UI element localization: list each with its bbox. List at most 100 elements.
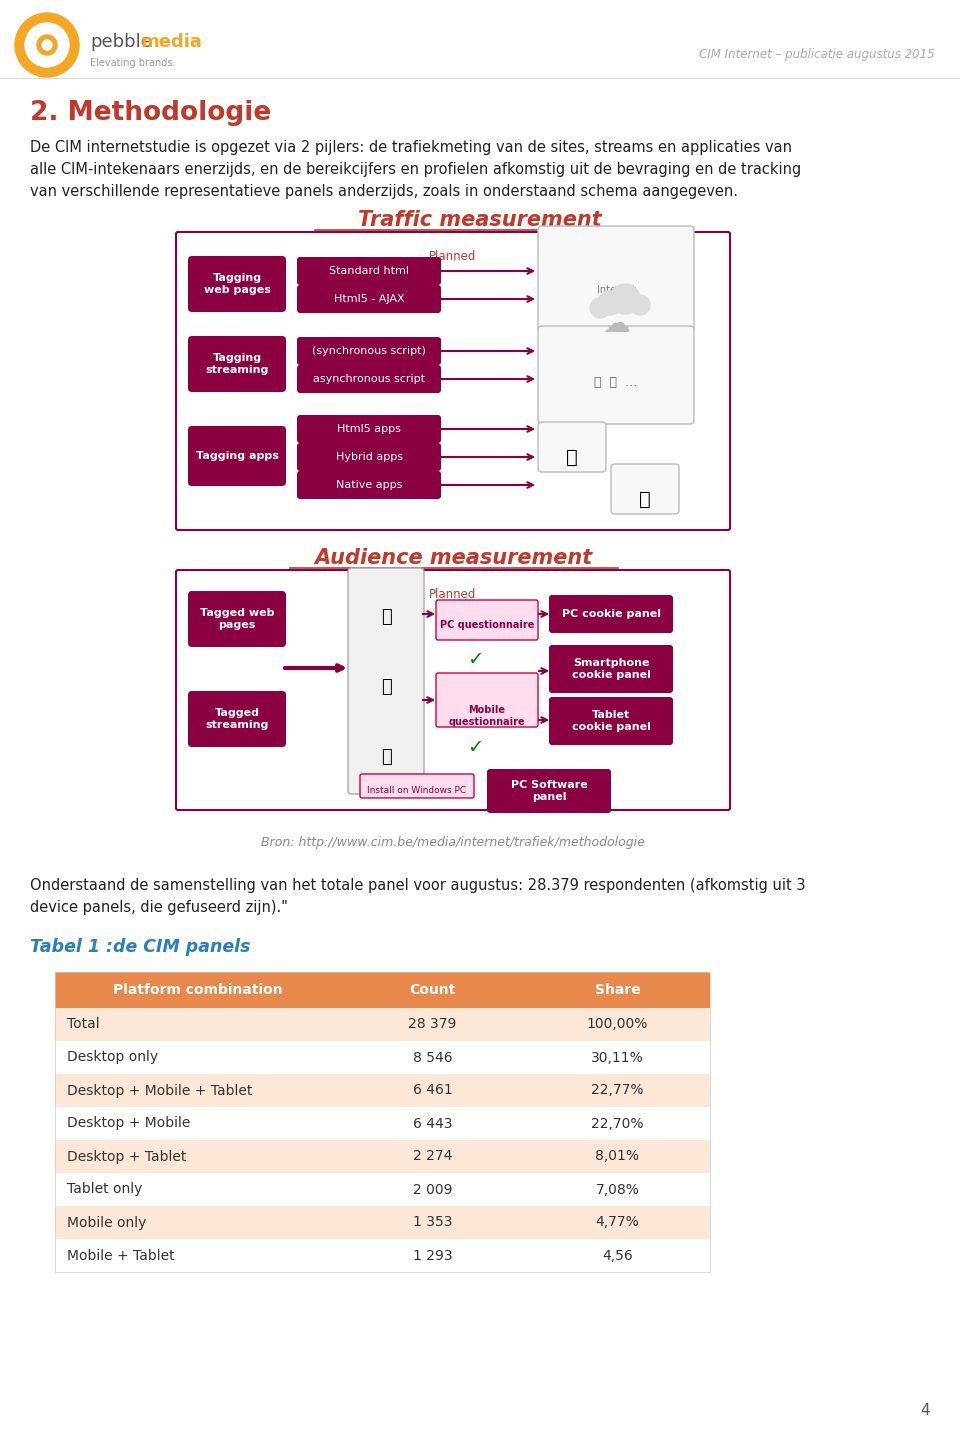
FancyBboxPatch shape	[297, 442, 441, 471]
Text: Desktop + Tablet: Desktop + Tablet	[67, 1149, 186, 1163]
FancyBboxPatch shape	[297, 365, 441, 393]
Text: 🖥  📺  …: 🖥 📺 …	[594, 376, 637, 389]
Text: Mobile only: Mobile only	[67, 1215, 146, 1229]
Text: 2. Methodologie: 2. Methodologie	[30, 101, 272, 126]
Bar	[55, 1074, 710, 1107]
Text: Standard html: Standard html	[329, 266, 409, 276]
Text: van verschillende representatieve panels anderzijds, zoals in onderstaand schema: van verschillende representatieve panels…	[30, 184, 738, 200]
Bar	[55, 1206, 710, 1239]
Text: Hybrid apps: Hybrid apps	[335, 452, 402, 462]
Text: Elevating brands.: Elevating brands.	[90, 57, 176, 67]
Bar	[55, 1173, 710, 1206]
Text: 📱: 📱	[566, 448, 578, 467]
FancyBboxPatch shape	[348, 569, 424, 794]
Text: Tagging
web pages: Tagging web pages	[204, 273, 271, 294]
Text: Html5 apps: Html5 apps	[337, 424, 401, 434]
Text: Html5 - AJAX: Html5 - AJAX	[334, 294, 404, 304]
Circle shape	[37, 34, 57, 55]
Text: Tagged
streaming: Tagged streaming	[205, 708, 269, 729]
Bar	[55, 1041, 710, 1074]
Circle shape	[25, 23, 69, 67]
FancyBboxPatch shape	[188, 256, 286, 312]
FancyBboxPatch shape	[538, 326, 694, 424]
Text: pebble: pebble	[90, 33, 152, 52]
FancyBboxPatch shape	[549, 696, 673, 745]
Text: 💻: 💻	[380, 607, 392, 626]
Bar	[55, 1140, 710, 1173]
FancyBboxPatch shape	[297, 257, 441, 284]
Text: Mobile
questionnaire: Mobile questionnaire	[448, 705, 525, 727]
FancyBboxPatch shape	[188, 592, 286, 648]
FancyBboxPatch shape	[188, 691, 286, 747]
FancyBboxPatch shape	[176, 233, 730, 530]
Text: 6 443: 6 443	[413, 1117, 452, 1130]
FancyBboxPatch shape	[360, 774, 474, 798]
Text: Count: Count	[409, 984, 456, 997]
Text: Smartphone
cookie panel: Smartphone cookie panel	[571, 658, 651, 679]
Bar	[55, 972, 710, 1272]
Text: 8,01%: 8,01%	[595, 1149, 639, 1163]
FancyBboxPatch shape	[487, 770, 611, 813]
Text: 2 274: 2 274	[413, 1149, 452, 1163]
Text: 28 379: 28 379	[408, 1018, 457, 1031]
FancyBboxPatch shape	[549, 645, 673, 694]
FancyBboxPatch shape	[297, 337, 441, 365]
Text: ✓: ✓	[467, 738, 483, 757]
FancyBboxPatch shape	[297, 471, 441, 498]
Text: 4,77%: 4,77%	[595, 1215, 639, 1229]
Text: asynchronous script: asynchronous script	[313, 373, 425, 383]
Text: Tagging apps: Tagging apps	[196, 451, 278, 461]
Text: ✓: ✓	[467, 651, 483, 669]
Bar	[55, 972, 710, 1008]
Circle shape	[15, 13, 79, 78]
FancyBboxPatch shape	[297, 284, 441, 313]
Text: Bron: http://www.cim.be/media/internet/trafiek/methodologie: Bron: http://www.cim.be/media/internet/t…	[261, 836, 645, 849]
Bar	[55, 1008, 710, 1041]
Text: 4: 4	[921, 1403, 930, 1417]
Text: De CIM internetstudie is opgezet via 2 pijlers: de trafiekmeting van de sites, s: De CIM internetstudie is opgezet via 2 p…	[30, 139, 792, 155]
Text: Internet: Internet	[596, 284, 636, 294]
Bar	[55, 1239, 710, 1272]
Text: PC Software
panel: PC Software panel	[511, 780, 588, 801]
FancyBboxPatch shape	[538, 422, 606, 472]
Text: CIM Internet – publicatie augustus 2015: CIM Internet – publicatie augustus 2015	[700, 47, 935, 60]
Text: Onderstaand de samenstelling van het totale panel voor augustus: 28.379 responde: Onderstaand de samenstelling van het tot…	[30, 877, 805, 893]
Circle shape	[42, 40, 52, 50]
Circle shape	[610, 284, 640, 314]
Text: Desktop only: Desktop only	[67, 1051, 158, 1064]
FancyBboxPatch shape	[188, 426, 286, 485]
Text: Platform combination: Platform combination	[112, 984, 282, 997]
Text: 22,70%: 22,70%	[591, 1117, 644, 1130]
FancyBboxPatch shape	[436, 600, 538, 640]
Text: media: media	[140, 33, 202, 52]
Text: alle CIM-intekenaars enerzijds, en de bereikcijfers en profielen afkomstig uit d: alle CIM-intekenaars enerzijds, en de be…	[30, 162, 802, 177]
FancyBboxPatch shape	[176, 570, 730, 810]
Text: PC cookie panel: PC cookie panel	[562, 609, 660, 619]
FancyBboxPatch shape	[549, 595, 673, 633]
Text: 6 461: 6 461	[413, 1084, 452, 1097]
Text: Desktop + Mobile: Desktop + Mobile	[67, 1117, 190, 1130]
Text: Tablet
cookie panel: Tablet cookie panel	[571, 711, 651, 732]
Text: Mobile + Tablet: Mobile + Tablet	[67, 1248, 175, 1262]
Text: Traffic measurement: Traffic measurement	[358, 210, 602, 230]
Text: 4,56: 4,56	[602, 1248, 633, 1262]
Circle shape	[598, 292, 622, 314]
Text: Native apps: Native apps	[336, 480, 402, 490]
Text: Audience measurement: Audience measurement	[314, 549, 592, 569]
Text: 📱: 📱	[380, 678, 392, 696]
Text: 22,77%: 22,77%	[591, 1084, 644, 1097]
FancyBboxPatch shape	[436, 673, 538, 727]
FancyBboxPatch shape	[188, 336, 286, 392]
Text: 📱: 📱	[639, 490, 651, 508]
Text: (synchronous script): (synchronous script)	[312, 346, 426, 356]
FancyBboxPatch shape	[538, 225, 694, 335]
Text: Desktop + Mobile + Tablet: Desktop + Mobile + Tablet	[67, 1084, 252, 1097]
Circle shape	[630, 294, 650, 314]
FancyBboxPatch shape	[611, 464, 679, 514]
Text: Total: Total	[67, 1018, 100, 1031]
Text: Install on Windows PC: Install on Windows PC	[368, 785, 467, 796]
Text: ☁: ☁	[602, 310, 630, 337]
Text: Tagged web
pages: Tagged web pages	[200, 609, 275, 630]
Text: 7,08%: 7,08%	[595, 1182, 639, 1196]
Text: Share: Share	[594, 984, 640, 997]
